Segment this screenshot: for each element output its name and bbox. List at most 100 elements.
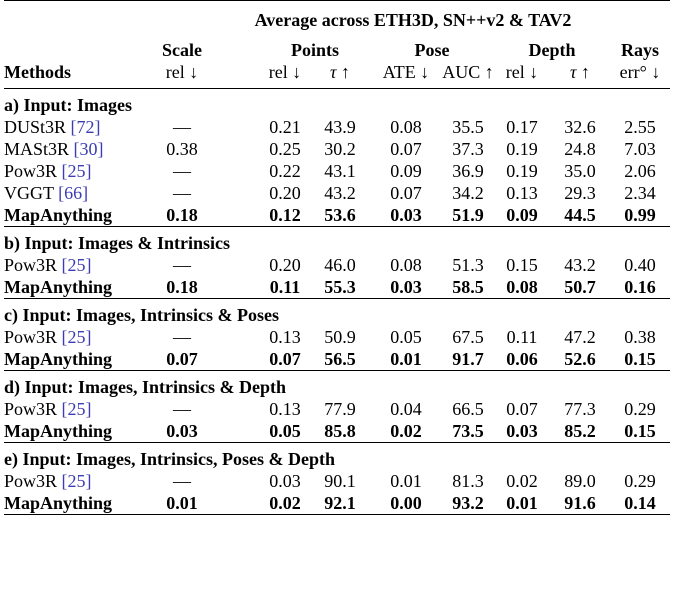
method-name: MapAnything xyxy=(4,205,113,225)
header-sub-pose-auc: AUC ↑ xyxy=(442,61,494,89)
section-title-row: a) Input: Images xyxy=(4,89,670,117)
section-title-row: e) Input: Images, Intrinsics, Poses & De… xyxy=(4,442,671,470)
value-cell: 58.5 xyxy=(452,277,484,297)
citation-link[interactable]: [25] xyxy=(61,327,92,347)
value-cell: 67.5 xyxy=(452,327,484,347)
spacer-cell xyxy=(208,492,260,515)
value-cell: 7.03 xyxy=(624,139,656,159)
value-cell: 53.6 xyxy=(324,205,356,225)
value-cell: 0.03 xyxy=(269,471,301,491)
value-cell: 85.2 xyxy=(564,421,596,441)
value-cell: 0.11 xyxy=(269,277,301,297)
value-cell: 0.29 xyxy=(624,399,656,419)
method-name: MASt3R xyxy=(4,139,70,159)
value-cell: 51.3 xyxy=(452,255,484,275)
method-cell: VGGT [66] xyxy=(4,182,156,204)
method-cell: Pow3R [25] xyxy=(4,326,156,348)
value-cell: 0.09 xyxy=(506,205,538,225)
value-cell: 2.34 xyxy=(624,183,656,203)
value-cell: 55.3 xyxy=(324,277,356,297)
citation-link[interactable]: [72] xyxy=(70,117,101,137)
value-cell: 2.55 xyxy=(624,117,656,137)
header-group-rays: Rays xyxy=(621,40,660,60)
value-cell: 0.07 xyxy=(390,139,422,159)
spacer-cell xyxy=(208,398,260,420)
value-cell: 0.19 xyxy=(506,161,538,181)
value-cell: — xyxy=(173,399,191,419)
section-title-row: c) Input: Images, Intrinsics & Poses xyxy=(4,298,671,326)
value-cell: 37.3 xyxy=(452,139,484,159)
citation-link[interactable]: [25] xyxy=(61,161,92,181)
value-cell: 35.0 xyxy=(564,161,596,181)
table-row: Pow3R [25] — 0.13 50.9 0.05 67.5 0.11 47.2 0.38 xyxy=(4,326,670,348)
tau-symbol: τ xyxy=(570,62,577,82)
header-group-scale: Scale xyxy=(162,40,202,60)
header-super-row: Average across ETH3D, SN++v2 & TAV2 xyxy=(4,0,671,35)
spacer-cell xyxy=(208,116,260,138)
citation-link[interactable]: [66] xyxy=(58,183,89,203)
spacer-cell xyxy=(208,420,260,443)
table-row: MapAnything 0.07 0.07 56.5 0.01 91.7 0.06 52.6 0… xyxy=(4,348,670,371)
value-cell: 93.2 xyxy=(442,492,494,515)
method-name: MapAnything xyxy=(4,349,113,369)
value-cell: 0.07 xyxy=(506,399,538,419)
value-cell: 89.0 xyxy=(564,471,596,491)
value-cell: 0.01 xyxy=(156,492,208,515)
value-cell: 0.22 xyxy=(269,161,301,181)
spacer-cell xyxy=(208,182,260,204)
value-cell: 50.9 xyxy=(324,327,356,347)
method-name: VGGT xyxy=(4,183,54,203)
value-cell: 81.3 xyxy=(452,471,484,491)
method-name: Pow3R xyxy=(4,327,58,347)
header-group-row: Scale Points Pose Depth Rays xyxy=(4,35,670,61)
header-sub-row: Methods rel ↓ rel ↓ τ ↑ ATE ↓ AUC ↑ rel … xyxy=(4,61,671,89)
method-name: MapAnything xyxy=(4,277,113,297)
header-super-title: Average across ETH3D, SN++v2 & TAV2 xyxy=(156,0,671,35)
method-name: MapAnything xyxy=(4,493,113,513)
value-cell: 77.9 xyxy=(324,399,356,419)
spacer-cell xyxy=(208,138,260,160)
citation-link[interactable]: [30] xyxy=(73,139,104,159)
spacer-cell xyxy=(208,470,260,492)
method-cell: MapAnything xyxy=(4,276,156,299)
value-cell: 51.9 xyxy=(452,205,484,225)
value-cell: 0.05 xyxy=(390,327,422,347)
value-cell: — xyxy=(173,117,191,137)
value-cell: 0.29 xyxy=(624,471,656,491)
section-title: a) Input: Images xyxy=(4,95,133,115)
value-cell: 0.07 xyxy=(390,183,422,203)
header-group-depth: Depth xyxy=(528,40,576,60)
value-cell: 0.06 xyxy=(506,349,538,369)
method-cell: DUSt3R [72] xyxy=(4,116,156,138)
table-row: Pow3R [25] — 0.03 90.1 0.01 81.3 0.02 89.0 0.29 xyxy=(4,470,670,492)
citation-link[interactable]: [25] xyxy=(61,471,92,491)
value-cell: 92.1 xyxy=(310,492,370,515)
value-cell: 0.02 xyxy=(260,492,310,515)
value-cell: 44.5 xyxy=(564,205,596,225)
value-cell: 47.2 xyxy=(564,327,596,347)
method-cell: Pow3R [25] xyxy=(4,398,156,420)
section-title: c) Input: Images, Intrinsics & Poses xyxy=(4,298,671,326)
value-cell: 0.07 xyxy=(269,349,301,369)
value-cell: 0.11 xyxy=(506,327,538,347)
citation-link[interactable]: [25] xyxy=(61,399,92,419)
spacer-cell xyxy=(208,160,260,182)
value-cell: 43.2 xyxy=(564,255,596,275)
method-cell: Pow3R [25] xyxy=(4,254,156,276)
value-cell: 0.04 xyxy=(390,399,422,419)
value-cell: 0.01 xyxy=(494,492,550,515)
value-cell: 0.99 xyxy=(624,205,656,225)
value-cell: 30.2 xyxy=(324,139,356,159)
spacer-cell xyxy=(208,326,260,348)
value-cell: 0.20 xyxy=(269,183,301,203)
table-row: MapAnything 0.18 0.12 53.6 0.03 51.9 0.09 44.5 0… xyxy=(4,204,670,227)
spacer-cell xyxy=(208,276,260,299)
citation-link[interactable]: [25] xyxy=(61,255,92,275)
method-cell: MapAnything xyxy=(4,204,156,227)
value-cell: 35.5 xyxy=(452,117,484,137)
method-name: DUSt3R xyxy=(4,117,67,137)
table-row: DUSt3R [72] — 0.21 43.9 0.08 35.5 0.17 32.6 2.55 xyxy=(4,116,670,138)
header-group-pose: Pose xyxy=(414,40,450,60)
value-cell: — xyxy=(173,161,191,181)
value-cell: 0.08 xyxy=(390,255,422,275)
